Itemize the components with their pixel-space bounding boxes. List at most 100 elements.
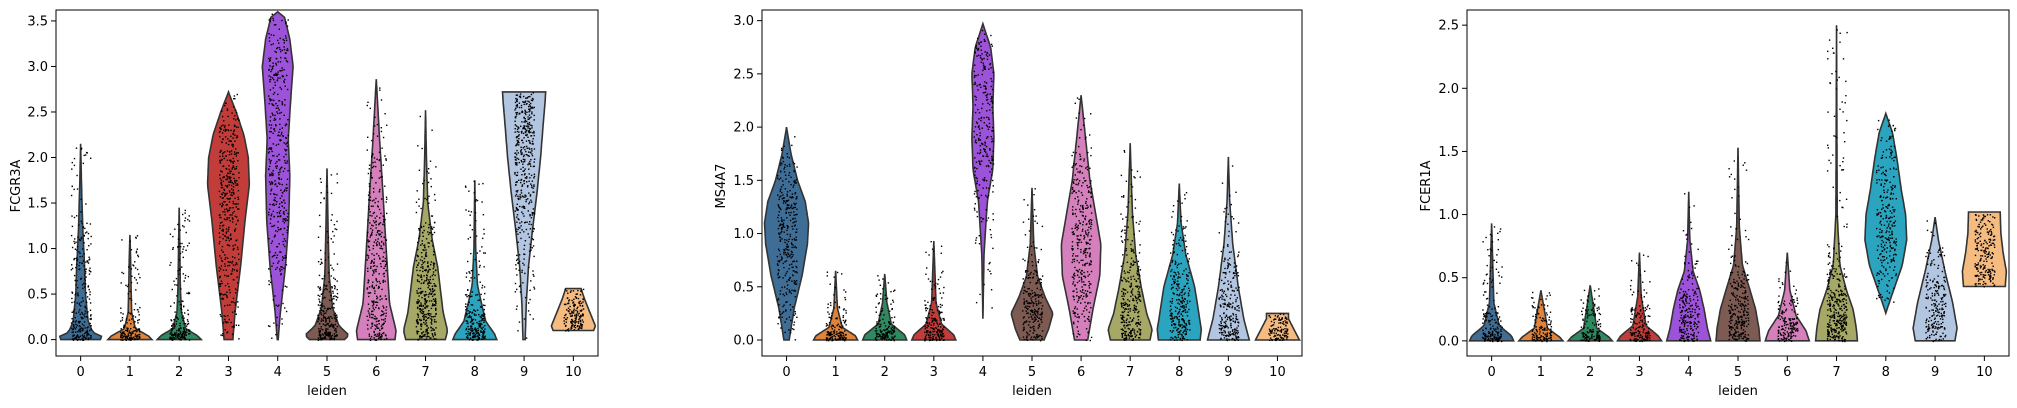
jitter-point	[1082, 204, 1084, 207]
jitter-point	[333, 285, 336, 287]
jitter-point	[794, 271, 796, 273]
jitter-point	[232, 162, 234, 164]
jitter-point	[366, 149, 368, 151]
jitter-point	[124, 338, 126, 341]
jitter-point	[435, 308, 437, 310]
jitter-point	[779, 164, 782, 166]
jitter-point	[521, 111, 523, 114]
jitter-point	[875, 324, 878, 326]
jitter-point	[891, 332, 893, 334]
jitter-point	[324, 324, 326, 326]
jitter-point	[1026, 246, 1029, 248]
jitter-point	[522, 196, 525, 198]
jitter-point	[418, 305, 421, 307]
jitter-point	[532, 107, 534, 109]
jitter-point	[332, 295, 335, 298]
jitter-point	[1023, 326, 1025, 329]
jitter-point	[938, 311, 941, 313]
jitter-point	[374, 301, 377, 303]
jitter-point	[120, 320, 122, 322]
jitter-point	[80, 301, 83, 303]
jitter-point	[931, 248, 934, 250]
jitter-point	[227, 265, 229, 267]
jitter-point	[431, 215, 434, 217]
jitter-point	[268, 37, 271, 39]
jitter-point	[421, 260, 424, 262]
jitter-point	[582, 301, 584, 303]
jitter-point	[372, 245, 375, 247]
jitter-point	[483, 313, 485, 315]
jitter-point	[531, 180, 533, 182]
jitter-point	[269, 160, 271, 163]
jitter-point	[382, 332, 384, 335]
jitter-point	[483, 315, 485, 317]
jitter-point	[336, 314, 338, 316]
jitter-point	[783, 304, 785, 306]
jitter-point	[127, 327, 129, 330]
jitter-point	[234, 302, 236, 304]
jitter-point	[1041, 311, 1043, 313]
jitter-point	[420, 274, 422, 276]
jitter-point	[219, 285, 221, 288]
jitter-point	[275, 203, 277, 205]
jitter-point	[892, 337, 894, 340]
jitter-point	[274, 119, 277, 121]
jitter-point	[525, 337, 528, 339]
jitter-point	[482, 315, 484, 317]
jitter-point	[842, 338, 845, 340]
jitter-point	[1035, 271, 1037, 273]
jitter-point	[134, 277, 136, 279]
jitter-point	[327, 334, 329, 336]
jitter-point	[831, 328, 833, 330]
jitter-point	[368, 164, 371, 166]
jitter-point	[935, 319, 937, 321]
jitter-point	[942, 335, 945, 338]
jitter-point	[480, 320, 482, 322]
jitter-point	[269, 173, 271, 175]
jitter-point	[279, 268, 281, 270]
jitter-point	[238, 258, 240, 261]
jitter-point	[232, 165, 234, 167]
jitter-point	[79, 252, 81, 254]
jitter-point	[378, 242, 380, 244]
jitter-point	[237, 282, 239, 284]
jitter-point	[484, 313, 486, 316]
jitter-point	[420, 252, 423, 254]
jitter-point	[828, 313, 830, 315]
jitter-point	[988, 122, 991, 125]
jitter-point	[320, 313, 322, 316]
jitter-point	[86, 329, 88, 332]
jitter-point	[228, 140, 230, 142]
jitter-point	[530, 116, 532, 118]
jitter-point	[81, 297, 84, 299]
jitter-point	[82, 162, 84, 165]
jitter-point	[573, 314, 576, 317]
jitter-point	[231, 272, 233, 275]
jitter-point	[222, 233, 224, 236]
jitter-point	[1036, 222, 1038, 224]
y-tick-label: 0.0	[27, 333, 48, 348]
jitter-point	[222, 297, 224, 300]
jitter-point	[330, 324, 332, 326]
jitter-point	[427, 305, 429, 307]
jitter-point	[785, 254, 787, 256]
jitter-point	[1029, 295, 1031, 297]
jitter-point	[370, 175, 372, 177]
jitter-point	[376, 281, 378, 283]
jitter-point	[90, 317, 92, 320]
jitter-point	[786, 200, 788, 202]
jitter-point	[328, 316, 330, 318]
jitter-point	[1084, 264, 1086, 267]
jitter-point	[130, 299, 133, 301]
jitter-point	[1035, 334, 1038, 336]
jitter-point	[1040, 248, 1042, 251]
jitter-point	[281, 19, 283, 22]
jitter-point	[384, 185, 386, 187]
jitter-point	[319, 263, 322, 265]
jitter-point	[376, 244, 378, 246]
jitter-point	[533, 212, 535, 214]
jitter-point	[87, 232, 90, 235]
jitter-point	[373, 334, 376, 336]
jitter-point	[894, 289, 896, 291]
jitter-point	[1025, 270, 1027, 272]
